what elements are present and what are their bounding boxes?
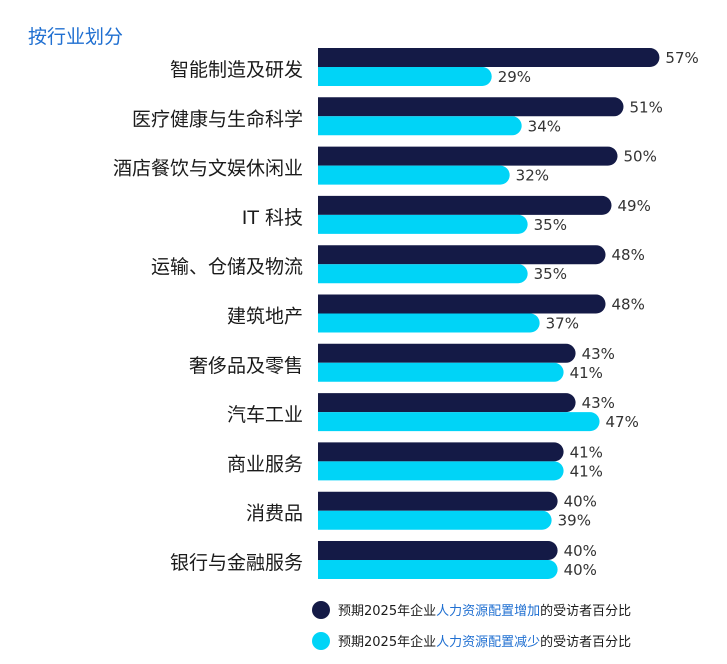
category-group: IT 科技 49% 35% xyxy=(242,195,651,234)
bar-increase xyxy=(308,294,606,314)
value-label: 40% xyxy=(564,561,597,579)
legend-label: 预期2025年企业人力资源配置增加的受访者百分比 xyxy=(338,603,631,619)
bar-decrease xyxy=(308,116,522,136)
bar-decrease xyxy=(308,313,540,333)
bar-decrease xyxy=(308,560,558,579)
bar-increase xyxy=(308,195,612,215)
value-label: 48% xyxy=(612,296,645,314)
bar-increase xyxy=(308,343,576,363)
value-label: 40% xyxy=(564,542,597,560)
bar-increase xyxy=(308,48,660,67)
bar-increase xyxy=(308,541,558,560)
value-label: 51% xyxy=(629,98,662,116)
category-label: 消费品 xyxy=(246,503,303,525)
bar-increase xyxy=(308,491,558,511)
bar-increase xyxy=(308,393,576,413)
category-group: 奢侈品及零售 43%41% xyxy=(189,343,615,382)
category-group: 运输、仓储及物流 48% 35% xyxy=(151,245,645,284)
bar-decrease xyxy=(308,362,564,382)
value-label: 35% xyxy=(534,265,567,283)
category-group: 建筑地产 48% 37% xyxy=(227,294,645,333)
category-group: 医疗健康与生命科学 51% 34% xyxy=(132,97,663,136)
legend-item: 预期2025年企业人力资源配置增加的受访者百分比 xyxy=(312,601,631,619)
category-label: IT 科技 xyxy=(242,207,303,229)
value-label: 43% xyxy=(582,394,615,412)
bar-decrease xyxy=(308,214,528,234)
category-label: 银行与金融服务 xyxy=(170,552,303,574)
category-label: 奢侈品及零售 xyxy=(189,355,303,377)
bar-increase xyxy=(308,245,606,265)
value-label: 40% xyxy=(564,493,597,511)
value-label: 34% xyxy=(528,117,561,135)
bar-decrease xyxy=(308,510,552,530)
category-group: 消费品 40%39% xyxy=(246,491,597,530)
legend-highlight: 人力资源配置减少 xyxy=(436,635,540,650)
value-label: 41% xyxy=(570,462,603,480)
value-label: 48% xyxy=(612,246,645,264)
value-label: 39% xyxy=(558,512,591,530)
category-group: 商业服务 41%41% xyxy=(227,442,603,481)
category-group: 汽车工业 43%47% xyxy=(227,393,639,432)
bar-decrease xyxy=(308,264,528,284)
bar-decrease xyxy=(308,67,492,86)
bar-start-mask xyxy=(307,46,318,589)
category-group: 酒店餐饮与文娱休闲业 50% 32% xyxy=(113,146,657,185)
value-label: 47% xyxy=(606,413,639,431)
category-label: 汽车工业 xyxy=(227,404,303,426)
value-label: 41% xyxy=(570,364,603,382)
value-label: 43% xyxy=(582,345,615,363)
legend-prefix: 预期2025年企业 xyxy=(338,603,436,619)
value-label: 32% xyxy=(516,167,549,185)
category-label: 商业服务 xyxy=(227,453,303,475)
bar-increase xyxy=(308,442,564,462)
legend-swatch xyxy=(312,632,330,650)
legend-label: 预期2025年企业人力资源配置减少的受访者百分比 xyxy=(338,634,631,650)
chart-title: 按行业划分 xyxy=(28,26,123,48)
bar-decrease xyxy=(308,412,600,432)
bar-increase xyxy=(308,146,618,166)
legend-swatch xyxy=(312,601,330,619)
legend-suffix: 的受访者百分比 xyxy=(540,603,631,619)
value-label: 37% xyxy=(546,315,579,333)
value-label: 57% xyxy=(665,49,698,67)
category-group: 智能制造及研发 57% 29% xyxy=(170,48,699,86)
category-label: 酒店餐饮与文娱休闲业 xyxy=(113,158,303,180)
bars-layer: 智能制造及研发 57% 29% 医疗健康与生命科学 51% 34% 酒店餐饮与文娱休闲业 50… xyxy=(113,46,699,589)
category-label: 运输、仓储及物流 xyxy=(151,256,303,278)
value-label: 35% xyxy=(534,216,567,234)
legend-suffix: 的受访者百分比 xyxy=(540,634,631,650)
value-label: 41% xyxy=(570,443,603,461)
bar-increase xyxy=(308,97,624,117)
bar-decrease xyxy=(308,165,510,185)
category-label: 建筑地产 xyxy=(227,306,303,328)
legend-item: 预期2025年企业人力资源配置减少的受访者百分比 xyxy=(312,632,631,650)
legend-highlight: 人力资源配置增加 xyxy=(436,604,540,619)
legend: 预期2025年企业人力资源配置增加的受访者百分比预期2025年企业人力资源配置减… xyxy=(312,601,631,650)
legend-prefix: 预期2025年企业 xyxy=(338,634,436,650)
category-group: 银行与金融服务 40%40% xyxy=(170,541,597,579)
value-label: 49% xyxy=(618,197,651,215)
category-label: 智能制造及研发 xyxy=(170,59,303,81)
category-label: 医疗健康与生命科学 xyxy=(132,108,303,130)
value-label: 29% xyxy=(498,68,531,86)
bar-decrease xyxy=(308,461,564,481)
value-label: 50% xyxy=(624,148,657,166)
